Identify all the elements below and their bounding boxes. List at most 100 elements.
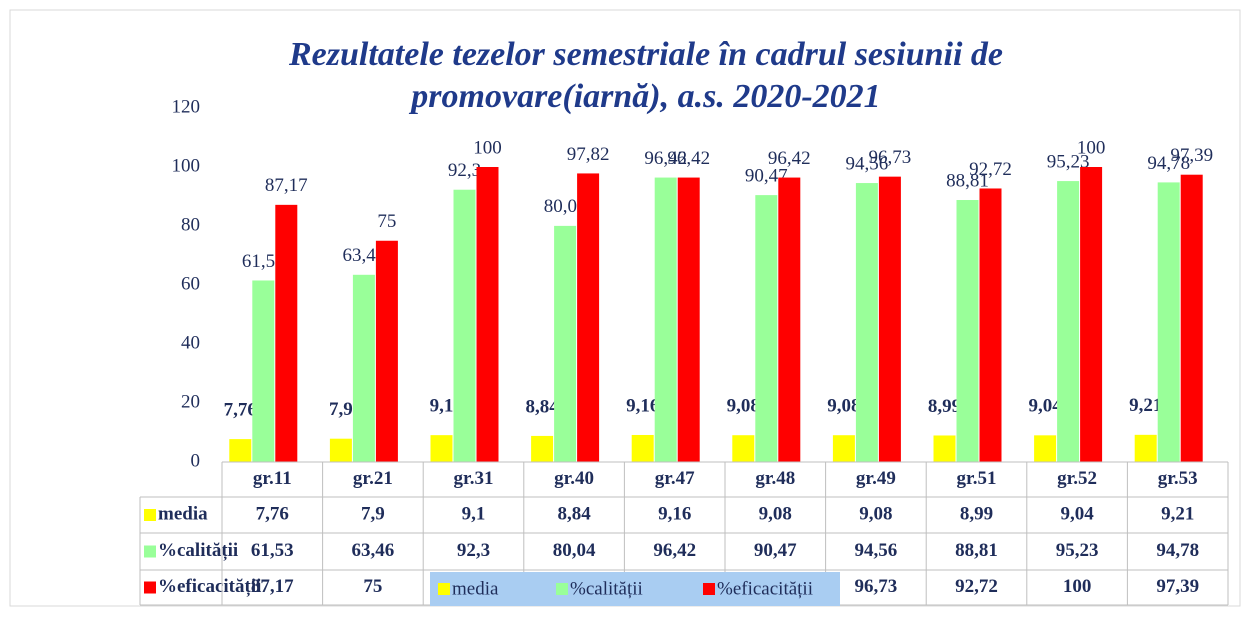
data-label: 9,04 [1028,396,1062,417]
x-tick-label: gr.48 [755,468,795,489]
bar [979,188,1002,462]
table-row-header: %eficacității [158,576,261,597]
table-cell: 7,76 [256,503,289,524]
bar [430,435,453,462]
table-cell: 75 [363,576,382,597]
data-label: 94,78 [1147,153,1190,174]
data-label: 95,23 [1047,151,1090,172]
bar [778,177,801,462]
table-cell: 9,08 [759,503,792,524]
x-tick-label: gr.52 [1057,468,1097,489]
table-cell: 7,9 [361,503,385,524]
y-tick-label: 80 [181,214,200,235]
y-tick-label: 120 [172,96,201,117]
table-cell: 96,73 [855,576,898,597]
data-label: 96,42 [667,148,710,169]
bar [1180,174,1203,462]
bar [1134,434,1157,462]
legend-label: media [452,578,499,599]
bar [1034,435,1057,462]
bar [252,280,275,462]
legend-key [556,583,568,595]
bar [531,435,554,462]
data-label: 80,04 [544,196,587,217]
bar [229,439,252,462]
table-legend-key [144,545,156,558]
data-label: 97,39 [1170,145,1213,166]
x-tick-label: gr.51 [957,468,997,489]
bar [476,167,499,462]
table-cell: 94,78 [1156,540,1199,561]
bar [933,435,956,462]
bar [855,183,878,462]
data-label: 87,17 [265,175,308,196]
x-tick-label: gr.40 [554,468,594,489]
x-tick-label: gr.47 [655,468,695,489]
data-label: 8,99 [928,396,961,417]
legend-label: %eficacității [717,578,813,599]
data-label: 96,42 [768,148,811,169]
x-tick-label: gr.11 [253,468,292,489]
table-cell: 61,53 [251,540,294,561]
table-cell: 8,99 [960,503,993,524]
table-cell: 92,72 [955,576,998,597]
table-cell: 90,47 [754,540,797,561]
data-label: 63,46 [343,245,386,266]
table-cell: 9,1 [462,503,486,524]
table-cell: 9,08 [859,503,892,524]
data-label: 100 [473,137,502,158]
data-label: 9,08 [727,396,760,417]
bar [453,189,476,462]
table-cell: 8,84 [557,503,591,524]
data-label: 90,47 [745,165,788,186]
table-legend-key [144,581,156,594]
legend-label: %calității [570,578,643,599]
x-tick-label: gr.53 [1158,468,1198,489]
data-label: 7,9 [329,399,353,420]
x-tick-label: gr.31 [454,468,494,489]
bar [677,177,700,462]
table-row-header: media [158,503,208,524]
bar [375,240,398,462]
legend-key [438,583,450,595]
data-label: 9,1 [430,396,454,417]
bar [631,434,654,462]
table-cell: 87,17 [251,576,294,597]
data-label: 96,73 [869,147,912,168]
x-tick-label: gr.21 [353,468,393,489]
table-cell: 80,04 [553,540,596,561]
legend-box [430,572,840,606]
legend-key [703,583,715,595]
bar [1057,181,1080,462]
data-label: 8,84 [525,396,559,417]
table-cell: 97,39 [1156,576,1199,597]
table-cell: 9,21 [1161,503,1194,524]
bar [956,200,979,462]
table-cell: 95,23 [1056,540,1099,561]
table-cell: 94,56 [855,540,898,561]
bar [1157,182,1180,463]
bar [329,438,352,462]
table-cell: 92,3 [457,540,490,561]
table-cell: 100 [1063,576,1092,597]
y-tick-label: 0 [191,450,201,471]
table-cell: 96,42 [653,540,696,561]
table-cell: 9,04 [1060,503,1094,524]
data-label: 9,08 [827,396,860,417]
data-label: 9,16 [626,395,659,416]
data-label: 97,82 [567,144,610,165]
bar [654,177,677,462]
data-label: 88,81 [946,170,989,191]
table-row-header: %calității [158,540,238,561]
bar [275,204,298,462]
chart-title: Rezultatele tezelor semestriale în cadru… [289,36,1003,115]
y-tick-label: 20 [181,391,200,412]
data-label: 75 [377,211,396,232]
bar [755,195,778,462]
x-tick-label: gr.49 [856,468,896,489]
y-tick-label: 40 [181,332,200,353]
bar [732,435,755,462]
table-cell: 88,81 [955,540,998,561]
bar [832,435,855,462]
